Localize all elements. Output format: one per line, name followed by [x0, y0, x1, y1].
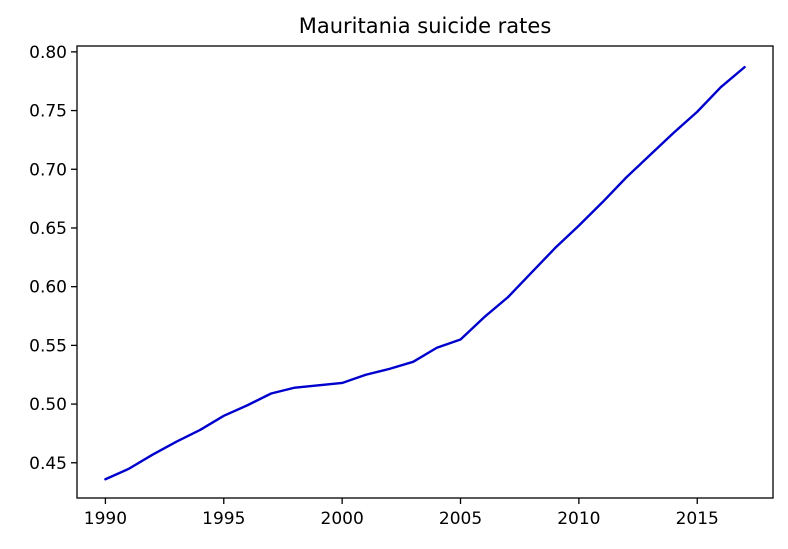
series-line — [104, 65, 746, 481]
x-tick-label: 2010 — [557, 509, 600, 529]
y-tick-label: 0.70 — [29, 160, 67, 180]
y-tick-label: 0.80 — [29, 43, 67, 63]
y-axis: 0.45 0.50 0.55 0.60 0.65 0.70 0.75 0.80 — [29, 43, 77, 474]
y-tick-label: 0.65 — [29, 219, 67, 239]
x-tick-label: 1990 — [84, 509, 127, 529]
x-tick-label: 1995 — [202, 509, 245, 529]
y-tick-label: 0.60 — [29, 278, 67, 298]
y-tick-label: 0.75 — [29, 102, 67, 122]
axes-frame — [76, 45, 774, 499]
x-axis: 1990 1995 2000 2005 2010 2015 — [84, 498, 719, 529]
chart-title: Mauritania suicide rates — [299, 14, 552, 38]
y-tick-label: 0.55 — [29, 336, 67, 356]
y-tick-label: 0.50 — [29, 395, 67, 415]
x-tick-label: 2015 — [676, 509, 719, 529]
plot-area — [104, 65, 746, 481]
y-tick-label: 0.45 — [29, 454, 67, 474]
x-tick-label: 2005 — [439, 509, 482, 529]
x-tick-label: 2000 — [321, 509, 364, 529]
